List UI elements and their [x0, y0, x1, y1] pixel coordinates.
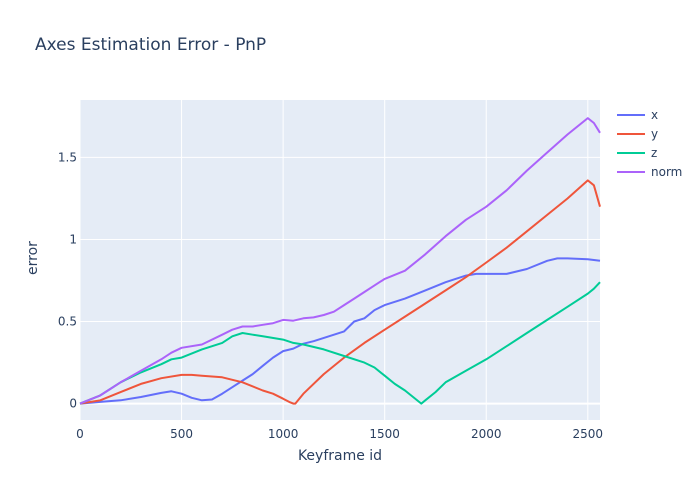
legend-label: x [651, 108, 658, 122]
y-tick-label: 0 [69, 397, 77, 411]
y-tick-label: 1 [69, 232, 77, 246]
x-tick-label: 2000 [471, 427, 502, 441]
legend-item-z[interactable]: z [617, 146, 657, 160]
x-tick-label: 0 [76, 427, 84, 441]
legend-item-y[interactable]: y [617, 127, 658, 141]
x-tick-label: 500 [170, 427, 193, 441]
legend-label: z [651, 146, 657, 160]
series-line-z [79, 281, 601, 405]
legend[interactable]: xyz norm [617, 108, 682, 179]
y-axis-title: error [25, 241, 41, 275]
y-axis-ticks: 0 0.5 1 1.5 [58, 150, 77, 410]
legend-item-norm[interactable]: norm [617, 165, 682, 179]
y-tick-label: 1.5 [58, 150, 77, 164]
x-tick-label: 2500 [573, 427, 604, 441]
legend-label: y [651, 127, 658, 141]
legend-label: norm [651, 165, 682, 179]
legend-item-x[interactable]: x [617, 108, 658, 122]
x-tick-label: 1000 [268, 427, 299, 441]
plot-area [80, 100, 600, 420]
x-axis-title: Keyframe id [298, 448, 382, 464]
x-axis-ticks: 0 500 1000 1500 2000 2500 [76, 427, 603, 441]
x-tick-label: 1500 [369, 427, 400, 441]
series-line-x [79, 257, 601, 405]
series-line-norm [79, 117, 601, 405]
y-tick-label: 0.5 [58, 315, 77, 329]
series-lines [79, 117, 601, 405]
chart-title: Axes Estimation Error - PnP [35, 35, 266, 55]
series-line-y [79, 179, 601, 405]
